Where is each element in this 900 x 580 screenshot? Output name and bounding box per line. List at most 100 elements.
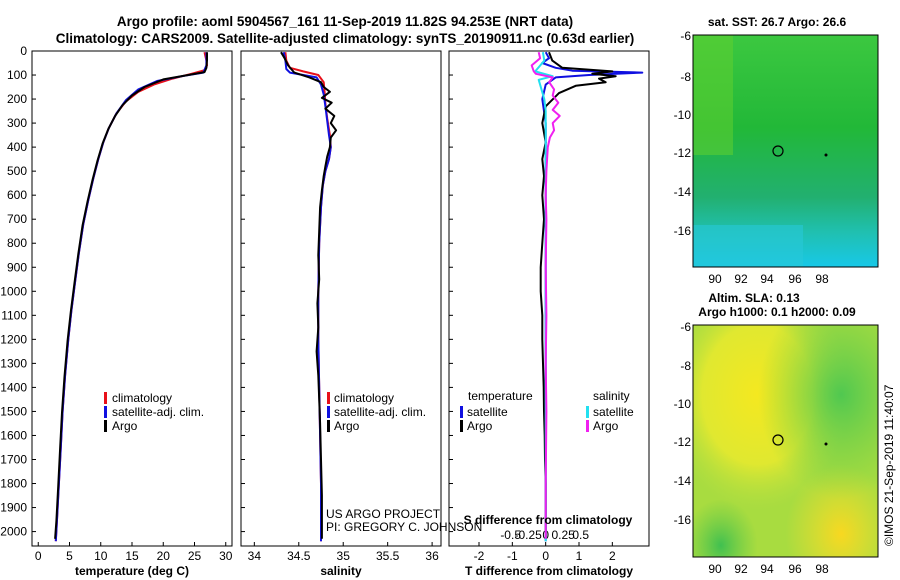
legend-swatch-satellite: [327, 406, 330, 418]
figure-title-line1: Argo profile: aoml 5904567_161 11-Sep-20…: [117, 14, 573, 29]
depth-tick-label: 700: [7, 212, 27, 226]
sla-ytick-label: -10: [674, 397, 692, 411]
series-line-t-argo: [539, 51, 617, 539]
project-credit: US ARGO PROJECT: [326, 507, 441, 521]
depth-tick-label: 1200: [0, 332, 27, 346]
legend-swatch-argo: [104, 420, 107, 432]
sst-xtick-label: 98: [815, 272, 829, 286]
depth-tick-label: 1400: [0, 380, 27, 394]
sla-xtick-label: 92: [734, 562, 748, 576]
difference-legend: temperature satellite Argo salinity sate…: [460, 389, 634, 433]
s-diff-tick-label: 0.25: [551, 528, 575, 542]
difference-panel: [448, 50, 650, 547]
depth-tick-label: 1100: [1, 308, 27, 322]
x-tick-label: 30: [219, 549, 233, 563]
s-difference-axis-label: S difference from climatology: [464, 513, 633, 527]
legend-label: climatology: [334, 391, 394, 405]
x-tick-label: 10: [94, 549, 108, 563]
legend-title-temperature: temperature: [468, 389, 533, 403]
legend-label: Argo: [112, 419, 138, 433]
s-diff-tick-label: 0.5: [572, 528, 589, 542]
sst-ytick-label: -6: [680, 29, 691, 43]
legend-label: Argo: [467, 419, 493, 433]
x-tick-label: 1: [576, 549, 583, 563]
legend-label: satellite-adj. clim.: [112, 405, 204, 419]
sst-map-title: sat. SST: 26.7 Argo: 26.6: [708, 15, 847, 29]
legend-swatch-t-satellite: [460, 406, 463, 418]
depth-tick-label: 600: [7, 188, 27, 202]
legend-swatch-satellite: [104, 406, 107, 418]
sst-xtick-label: 94: [760, 272, 774, 286]
depth-tick-label: 500: [7, 164, 27, 178]
difference-chart: -2 -1 0 1 2-0.5-0.25 0 0.250.5: [449, 50, 644, 563]
sst-ytick-label: -12: [674, 146, 692, 160]
sla-ytick-label: -12: [674, 435, 692, 449]
x-tick-label: -2: [474, 549, 485, 563]
depth-tick-label: 1700: [0, 452, 27, 466]
depth-tick-label: 1000: [0, 284, 27, 298]
x-tick-label: -1: [507, 549, 518, 563]
legend-label: satellite: [593, 405, 634, 419]
series-line-satellite-adj-clim-: [54, 52, 208, 542]
depth-tick-label: 400: [7, 140, 27, 154]
x-tick-label: 36: [425, 549, 439, 563]
legend-swatch-climatology: [327, 392, 330, 404]
sla-map-frame: [692, 324, 879, 558]
series-line-s-argo: [530, 51, 561, 539]
series-line-climatology: [284, 52, 332, 542]
legend-swatch-s-satellite: [586, 406, 589, 418]
sst-map-axes: -6 -8 -10 -12 -14 -16 90 92 94 96 98: [674, 29, 829, 286]
sst-map: [692, 34, 879, 268]
x-tick-label: 20: [157, 549, 171, 563]
legend-label: satellite: [467, 405, 508, 419]
depth-tick-label: 1600: [0, 428, 27, 442]
sla-map: [692, 324, 879, 558]
sla-xtick-label: 96: [788, 562, 802, 576]
sst-ytick-label: -16: [674, 224, 692, 238]
temperature-axis-label: temperature (deg C): [75, 564, 189, 578]
salinity-axis-label: salinity: [320, 564, 362, 578]
legend-swatch-s-argo: [586, 420, 589, 432]
depth-tick-label: 800: [7, 236, 27, 250]
temperature-panel: [31, 50, 233, 547]
x-tick-label: 35: [337, 549, 351, 563]
depth-tick-label: 1900: [0, 501, 27, 515]
s-diff-tick-label: -0.25: [514, 528, 542, 542]
depth-tick-label: 1800: [0, 477, 27, 491]
sla-map-title: Altim. SLA: 0.13: [708, 291, 800, 305]
depth-tick-label: 2000: [0, 525, 27, 539]
argo-position-marker: [772, 434, 784, 446]
sst-ytick-label: -8: [680, 70, 691, 84]
depth-tick-label: 200: [7, 92, 27, 106]
legend-swatch-climatology: [104, 392, 107, 404]
series-line-argo: [54, 52, 208, 539]
sla-xtick-label: 94: [760, 562, 774, 576]
series-line-s-satellite: [534, 52, 554, 542]
temperature-chart: 0 5 10 15 20 25 30: [32, 50, 233, 563]
sst-xtick-label: 92: [734, 272, 748, 286]
legend-label: satellite-adj. clim.: [334, 405, 426, 419]
x-tick-label: 0: [542, 549, 549, 563]
depth-tick-label: 0: [20, 44, 27, 58]
series-line-satellite-adj-clim-: [282, 52, 332, 542]
salinity-chart: 34 34.5 35 35.5 36: [241, 50, 439, 563]
x-tick-label: 35.5: [376, 549, 400, 563]
sst-ytick-label: -14: [674, 185, 692, 199]
sla-map-axes: -6 -8 -10 -12 -14 -16 90 92 94 96 98: [674, 320, 829, 576]
x-tick-label: 0: [35, 549, 42, 563]
temperature-legend: climatology satellite-adj. clim. Argo: [104, 391, 204, 433]
depth-tick-label: 1300: [0, 356, 27, 370]
pi-credit: PI: GREGORY C. JOHNSON: [326, 520, 482, 534]
x-tick-label: 34: [248, 549, 262, 563]
x-tick-label: 5: [66, 549, 73, 563]
sla-low-region-south: [693, 325, 878, 557]
series-line-argo: [280, 51, 338, 539]
legend-swatch-argo: [327, 420, 330, 432]
series-line-t-satellite: [541, 51, 644, 542]
salinity-panel: [240, 50, 442, 547]
x-tick-label: 25: [188, 549, 202, 563]
imos-stamp: ©IMOS 21-Sep-2019 11:40:07: [882, 384, 896, 546]
sst-ytick-label: -10: [674, 108, 692, 122]
sst-xtick-label: 96: [788, 272, 802, 286]
